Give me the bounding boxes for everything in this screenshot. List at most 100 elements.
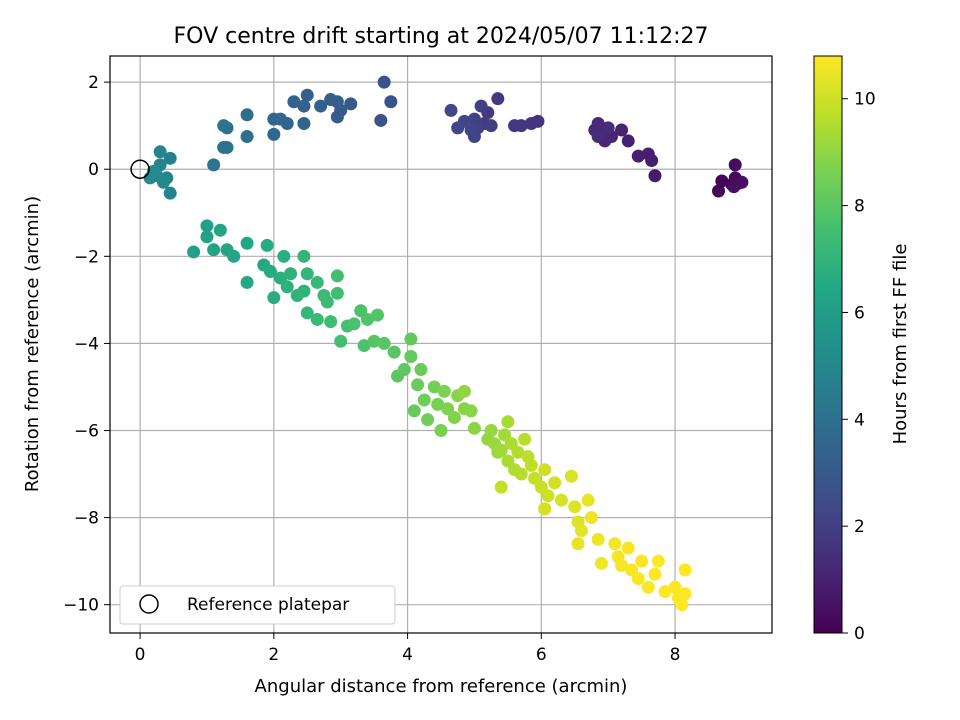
- colorbar: [813, 55, 843, 634]
- x-tick-label: 4: [402, 645, 413, 665]
- data-point: [377, 336, 391, 350]
- data-point: [571, 537, 585, 551]
- data-point: [280, 280, 294, 294]
- data-point: [658, 585, 672, 599]
- data-point: [207, 243, 221, 257]
- data-point: [267, 112, 281, 126]
- y-tick-label: −10: [63, 596, 99, 616]
- colorbar-label: Hours from first FF file: [890, 244, 911, 445]
- data-point: [421, 413, 435, 427]
- data-point: [631, 149, 645, 163]
- data-point: [263, 265, 277, 279]
- data-point: [584, 511, 598, 525]
- data-point: [220, 140, 234, 154]
- reference-marker: [130, 159, 150, 179]
- colorbar-tick-label: 10: [854, 90, 876, 110]
- data-point: [431, 397, 445, 411]
- y-tick-label: −4: [74, 334, 99, 354]
- data-point: [668, 580, 682, 594]
- x-axis-ticks: 0 2 4 6 8: [135, 633, 681, 665]
- colorbar-tick-label: 4: [854, 410, 865, 430]
- data-point: [297, 249, 311, 263]
- y-tick-label: −8: [74, 509, 99, 529]
- data-point: [484, 424, 498, 438]
- data-point: [367, 334, 381, 348]
- data-point: [501, 415, 515, 429]
- y-tick-label: −6: [74, 422, 99, 442]
- data-point: [417, 393, 431, 407]
- data-point: [163, 151, 177, 165]
- data-point: [240, 108, 254, 122]
- data-point: [467, 421, 481, 435]
- legend-box: [119, 585, 396, 625]
- data-point: [374, 113, 388, 127]
- data-point: [735, 175, 749, 189]
- data-point: [615, 559, 629, 573]
- data-point: [297, 284, 311, 298]
- data-point: [324, 93, 338, 107]
- data-point: [427, 380, 441, 394]
- data-point: [213, 223, 227, 237]
- data-point: [387, 345, 401, 359]
- data-point: [330, 269, 344, 283]
- data-point: [538, 463, 552, 477]
- data-point: [451, 121, 465, 135]
- data-point: [581, 493, 595, 507]
- data-point: [712, 184, 726, 198]
- data-point: [187, 245, 201, 259]
- data-point: [300, 88, 314, 102]
- data-point: [648, 169, 662, 183]
- data-point: [631, 572, 645, 586]
- data-point: [524, 116, 538, 130]
- data-point: [347, 317, 361, 331]
- data-point: [514, 467, 528, 481]
- data-point: [153, 145, 167, 159]
- data-point: [641, 147, 655, 161]
- data-point: [330, 286, 344, 300]
- legend-marker: [139, 594, 159, 614]
- data-point: [648, 567, 662, 581]
- data-point: [146, 164, 160, 178]
- data-point: [260, 238, 274, 252]
- colorbar-ticks: 0 2 4 6 8 10: [842, 90, 876, 644]
- data-point: [554, 493, 568, 507]
- data-point: [314, 99, 328, 113]
- data-point: [240, 236, 254, 250]
- data-point: [474, 99, 488, 113]
- grid: [110, 56, 772, 633]
- data-point: [651, 554, 665, 568]
- data-point: [227, 249, 241, 263]
- data-point: [457, 384, 471, 398]
- data-point: [320, 295, 334, 309]
- data-point: [344, 97, 358, 111]
- data-point: [491, 92, 505, 106]
- x-tick-label: 2: [268, 645, 279, 665]
- data-point: [163, 186, 177, 200]
- data-point: [370, 308, 384, 322]
- x-tick-label: 6: [536, 645, 547, 665]
- data-point: [267, 291, 281, 305]
- data-point: [404, 332, 418, 346]
- data-point: [715, 174, 729, 188]
- data-point: [564, 469, 578, 483]
- x-tick-label: 8: [670, 645, 681, 665]
- data-point: [447, 410, 461, 424]
- data-point: [297, 99, 311, 113]
- data-point: [397, 363, 411, 377]
- data-point: [284, 267, 298, 281]
- data-point: [310, 275, 324, 289]
- y-axis-label: Rotation from reference (arcmin): [22, 196, 43, 492]
- data-point: [524, 458, 538, 472]
- data-point: [217, 119, 231, 133]
- data-point: [541, 489, 555, 503]
- data-point: [615, 123, 629, 137]
- data-point: [728, 158, 742, 172]
- data-point: [404, 349, 418, 363]
- data-point: [411, 378, 425, 392]
- data-point: [641, 580, 655, 594]
- y-axis-ticks: 2 0 −2 −4 −6 −8 −10: [63, 73, 110, 616]
- data-point: [494, 480, 508, 494]
- data-point: [594, 556, 608, 570]
- data-point: [310, 312, 324, 326]
